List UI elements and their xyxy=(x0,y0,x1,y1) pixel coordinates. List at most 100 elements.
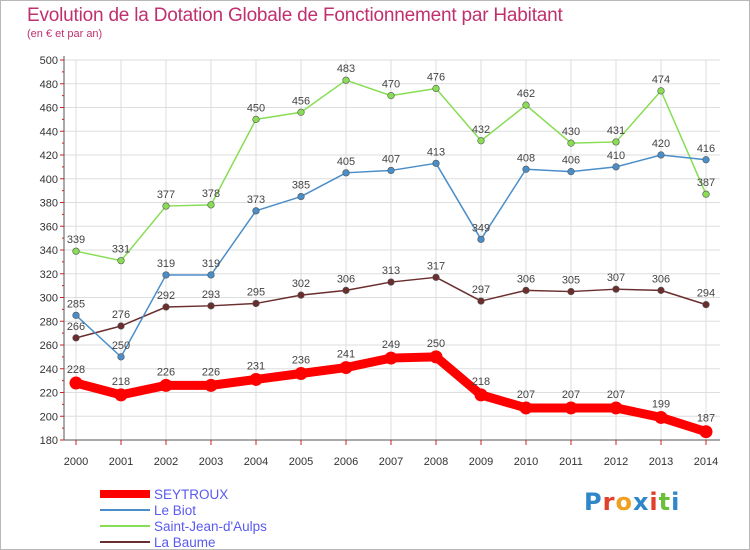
data-label: 207 xyxy=(517,389,535,401)
legend-swatch-le-biot xyxy=(100,509,150,511)
data-label: 476 xyxy=(427,72,445,84)
data-point xyxy=(432,159,440,167)
data-label: 373 xyxy=(247,194,265,206)
y-tick-label: 340 xyxy=(40,245,58,257)
data-point xyxy=(519,401,533,415)
data-label: 306 xyxy=(517,273,535,285)
y-tick-label: 240 xyxy=(40,364,58,376)
data-point xyxy=(342,169,350,177)
legend-label: SEYTROUX xyxy=(154,486,229,502)
logo-letter: r xyxy=(602,488,616,516)
data-point xyxy=(252,115,260,123)
logo-letter: P xyxy=(584,488,603,516)
data-point xyxy=(252,207,260,215)
data-label: 456 xyxy=(292,95,310,107)
data-point xyxy=(297,192,305,201)
data-point xyxy=(207,201,215,209)
data-point xyxy=(162,271,170,279)
legend-swatch-la-baume xyxy=(100,541,150,543)
data-label: 319 xyxy=(202,258,220,270)
data-point xyxy=(117,322,125,330)
x-tick-label: 2006 xyxy=(334,456,358,468)
x-tick-label: 2002 xyxy=(154,456,178,468)
y-tick-label: 400 xyxy=(40,174,58,186)
proxiti-logo: Proxiti xyxy=(584,488,680,516)
x-tick-label: 2014 xyxy=(694,456,718,468)
data-point xyxy=(699,425,713,439)
data-label: 218 xyxy=(472,376,490,388)
data-label: 385 xyxy=(292,180,310,192)
data-label: 250 xyxy=(112,340,130,352)
data-point xyxy=(69,376,83,390)
data-point xyxy=(387,166,395,175)
y-tick-label: 220 xyxy=(40,388,58,400)
data-point xyxy=(567,168,575,176)
data-label: 302 xyxy=(292,278,310,290)
y-tick-label: 420 xyxy=(40,150,58,162)
data-point xyxy=(72,334,80,342)
data-point xyxy=(654,410,668,424)
data-point xyxy=(567,139,575,147)
data-point xyxy=(477,137,485,145)
x-tick-label: 2005 xyxy=(289,456,313,468)
x-tick-label: 2004 xyxy=(244,456,268,468)
data-point xyxy=(72,311,80,319)
data-label: 317 xyxy=(427,260,445,272)
data-label: 378 xyxy=(202,188,220,200)
data-label: 416 xyxy=(697,143,715,155)
logo-letter: t xyxy=(658,488,672,516)
data-point xyxy=(342,76,350,84)
chart-title: Evolution de la Dotation Globale de Fonc… xyxy=(27,5,563,26)
data-point xyxy=(207,271,215,279)
legend-item-la-baume: La Baume xyxy=(100,534,267,550)
data-point xyxy=(249,372,263,386)
data-label: 293 xyxy=(202,289,220,301)
data-label: 349 xyxy=(472,222,490,234)
data-point xyxy=(162,303,170,311)
y-tick-label: 380 xyxy=(40,198,58,210)
x-tick-label: 2009 xyxy=(469,456,493,468)
legend-label: La Baume xyxy=(154,534,216,550)
data-point xyxy=(702,190,710,198)
data-point xyxy=(612,163,620,171)
y-tick-label: 300 xyxy=(40,293,58,305)
data-point xyxy=(297,291,305,299)
data-label: 408 xyxy=(517,152,535,164)
data-point xyxy=(702,301,710,309)
data-label: 450 xyxy=(247,102,265,114)
data-point xyxy=(702,156,710,164)
data-label: 207 xyxy=(562,389,580,401)
data-point xyxy=(522,286,530,294)
data-label: 410 xyxy=(607,150,625,162)
data-label: 228 xyxy=(67,364,85,376)
data-point xyxy=(72,247,80,255)
data-label: 266 xyxy=(67,321,85,333)
data-label: 226 xyxy=(202,366,220,378)
x-tick-label: 2012 xyxy=(604,456,628,468)
data-label: 276 xyxy=(112,309,130,321)
data-point xyxy=(297,108,305,116)
chart-legend: SEYTROUX Le Biot Saint-Jean-d'Aulps La B… xyxy=(100,486,267,550)
data-label: 285 xyxy=(67,298,85,310)
data-point xyxy=(657,151,665,159)
data-point xyxy=(429,350,443,364)
data-point xyxy=(432,273,440,281)
data-point xyxy=(162,202,170,210)
x-tick-label: 2003 xyxy=(199,456,223,468)
data-point xyxy=(567,287,575,296)
y-tick-label: 360 xyxy=(40,221,58,233)
x-tick-label: 2008 xyxy=(424,456,448,468)
data-label: 406 xyxy=(562,155,580,167)
data-label: 420 xyxy=(652,138,670,150)
data-label: 218 xyxy=(112,376,130,388)
data-point xyxy=(384,351,398,365)
data-label: 306 xyxy=(337,273,355,285)
data-label: 294 xyxy=(697,288,715,300)
data-point xyxy=(612,138,620,146)
data-label: 339 xyxy=(67,234,85,246)
data-label: 387 xyxy=(697,177,715,189)
data-point xyxy=(117,257,125,265)
data-point xyxy=(387,278,395,286)
data-label: 430 xyxy=(562,126,580,138)
